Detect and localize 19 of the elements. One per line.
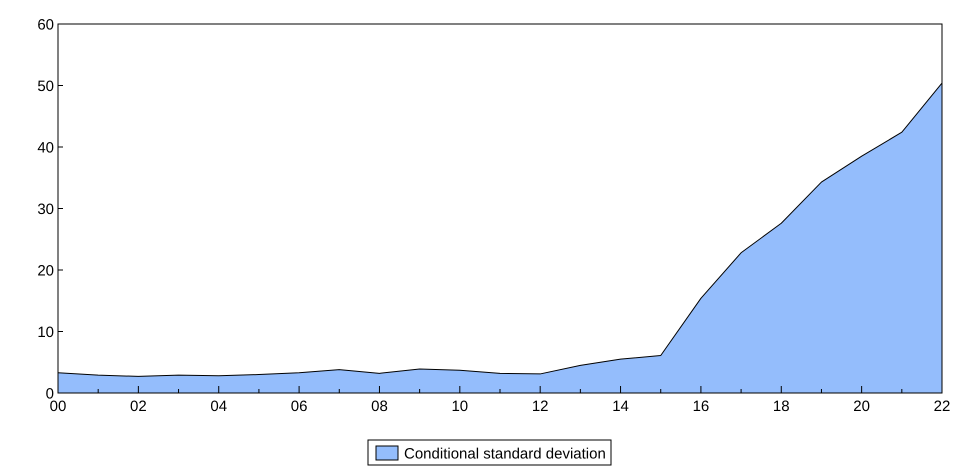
x-tick-label: 16 bbox=[692, 398, 710, 415]
y-tick-label: 30 bbox=[37, 200, 54, 218]
x-tick-label: 18 bbox=[772, 398, 790, 415]
x-tick-label: 02 bbox=[130, 398, 147, 415]
legend-label: Conditional standard deviation bbox=[404, 445, 606, 462]
x-tick-label: 10 bbox=[451, 398, 468, 415]
y-tick-label: 20 bbox=[37, 262, 54, 280]
x-tick-label: 00 bbox=[50, 398, 66, 415]
x-tick-label: 06 bbox=[290, 398, 308, 415]
x-tick-label: 20 bbox=[853, 398, 870, 415]
y-tick-label: 10 bbox=[37, 324, 54, 341]
y-tick-label: 60 bbox=[37, 16, 54, 34]
y-tick-label: 50 bbox=[37, 78, 54, 95]
x-tick-label: 04 bbox=[210, 398, 228, 415]
x-tick-label: 08 bbox=[371, 398, 388, 415]
x-tick-label: 14 bbox=[612, 398, 629, 415]
x-tick-label: 22 bbox=[934, 398, 950, 415]
y-tick-label: 40 bbox=[37, 139, 54, 156]
x-tick-label: 12 bbox=[532, 398, 549, 415]
